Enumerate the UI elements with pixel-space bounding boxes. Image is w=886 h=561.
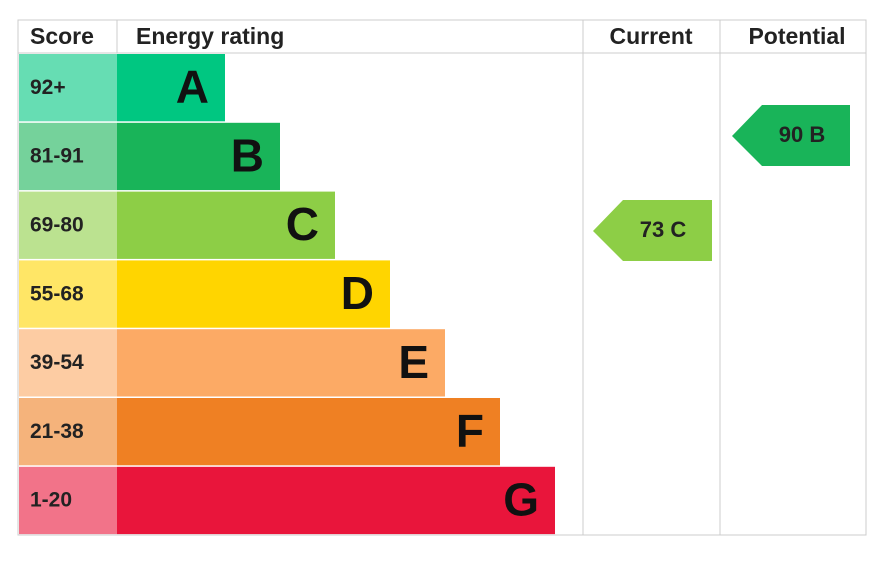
header-current: Current xyxy=(609,23,692,49)
score-label: 21-38 xyxy=(30,420,84,443)
potential-label: 90 B xyxy=(779,122,825,147)
band-letter: G xyxy=(503,473,539,525)
header-energy: Energy rating xyxy=(136,23,284,49)
score-cell xyxy=(19,191,117,259)
band-bar xyxy=(117,54,225,122)
current-label: 73 C xyxy=(640,217,687,242)
score-cell xyxy=(19,122,117,191)
band-bar xyxy=(117,329,445,397)
band-letter: D xyxy=(341,267,374,319)
header-score: Score xyxy=(30,23,94,49)
band-letter: F xyxy=(456,405,484,457)
score-cell xyxy=(19,466,117,535)
score-cell xyxy=(19,398,117,466)
score-label: 1-20 xyxy=(30,489,72,512)
current-arrow xyxy=(593,200,712,261)
band-letter: A xyxy=(176,61,209,113)
score-label: 39-54 xyxy=(30,351,84,374)
band-bar xyxy=(117,191,335,259)
band-letter: E xyxy=(398,336,429,388)
header-potential: Potential xyxy=(748,23,845,49)
band-bar xyxy=(117,398,500,466)
score-label: 69-80 xyxy=(30,214,84,237)
band-bar xyxy=(117,466,555,535)
score-label: 55-68 xyxy=(30,282,84,305)
band-letter: C xyxy=(286,198,319,250)
score-label: 92+ xyxy=(30,76,66,99)
band-bar xyxy=(117,260,390,328)
band-bar xyxy=(117,122,280,191)
score-cell xyxy=(19,54,117,122)
score-cell xyxy=(19,329,117,397)
potential-arrow xyxy=(732,105,850,166)
score-label: 81-91 xyxy=(30,145,84,168)
band-letter: B xyxy=(231,129,264,181)
score-cell xyxy=(19,260,117,328)
